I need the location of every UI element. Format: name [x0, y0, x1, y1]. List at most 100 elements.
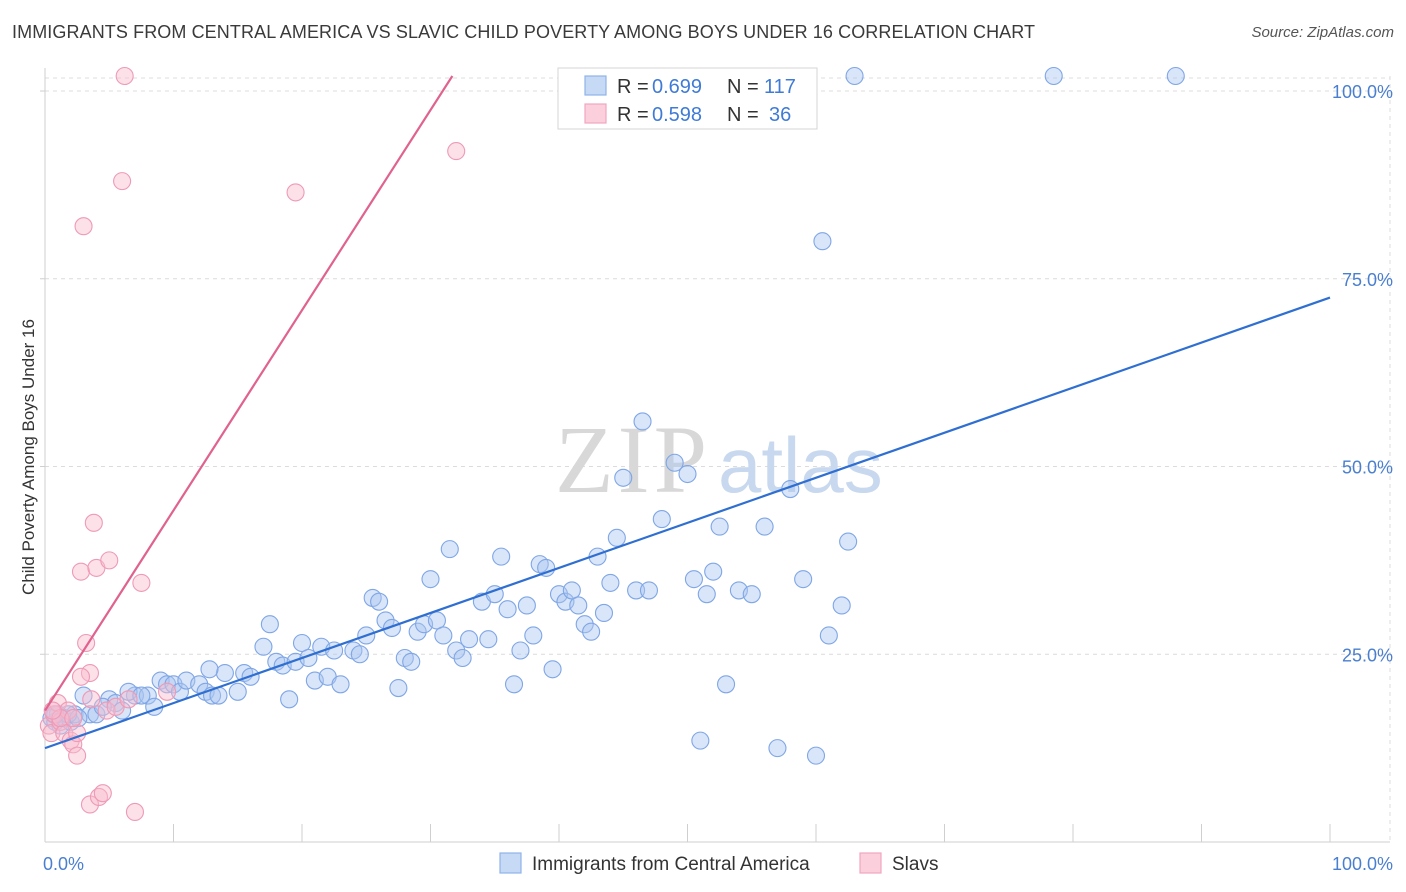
central-america-point: [408, 622, 427, 641]
legend-r-label-2: R =: [617, 104, 654, 126]
central-america-point: [839, 532, 858, 551]
bottom-legend-label-blue: Immigrants from Central America: [532, 854, 810, 875]
legend-swatch-blue: [584, 75, 607, 96]
legend-r-label-1: R =: [617, 76, 654, 98]
slavs-point: [43, 701, 62, 720]
slavs-point: [51, 709, 70, 728]
central-america-point: [200, 660, 219, 679]
slavs-point: [71, 562, 91, 581]
central-america-point: [614, 468, 633, 487]
central-america-point: [215, 663, 234, 683]
data-points: [39, 66, 1185, 822]
central-america-point: [459, 630, 479, 649]
legend-r-value-2: 0.598: [652, 104, 702, 126]
central-america-point: [280, 690, 299, 709]
central-america-point: [543, 660, 562, 679]
central-america-point: [607, 528, 626, 547]
central-america-trendline: [44, 296, 1331, 750]
central-america-point: [845, 66, 864, 86]
slavs-point: [84, 513, 103, 532]
bottom-legend: Immigrants from Central America Slavs: [499, 852, 938, 875]
central-america-point: [260, 615, 279, 634]
central-america-point: [832, 596, 851, 615]
central-america-point: [511, 641, 530, 660]
slavs-point: [286, 183, 305, 202]
central-america-point: [639, 581, 659, 600]
central-america-point: [492, 547, 511, 566]
y-tick-label: 100.0%: [1332, 82, 1393, 102]
slavs-point: [158, 682, 177, 701]
central-america-point: [562, 581, 581, 600]
central-america-point: [447, 641, 466, 660]
central-america-point: [504, 675, 524, 694]
central-america-point: [453, 648, 472, 668]
y-tick-label: 50.0%: [1342, 458, 1393, 478]
y-tick-label: 25.0%: [1342, 645, 1393, 665]
central-america-point: [537, 558, 556, 577]
central-america-point: [479, 630, 498, 649]
central-america-point: [434, 626, 453, 645]
legend-n-value-2: 36: [769, 104, 791, 126]
central-america-point: [691, 731, 710, 750]
central-america-point: [440, 540, 459, 559]
central-america-point: [755, 517, 774, 536]
slavs-point: [132, 573, 151, 592]
slavs-point: [447, 142, 466, 161]
central-america-point: [402, 652, 421, 671]
central-america-point: [665, 453, 684, 472]
central-america-point: [350, 645, 369, 664]
central-america-point: [190, 675, 209, 694]
central-america-point: [678, 464, 697, 484]
central-america-point: [806, 746, 826, 765]
central-america-point: [370, 592, 389, 611]
central-america-point: [524, 626, 543, 645]
central-america-point: [633, 412, 652, 431]
slavs-point: [82, 690, 101, 709]
legend-n-label-1: N =: [727, 76, 764, 98]
bottom-legend-swatch-pink: [859, 852, 882, 874]
central-america-point: [794, 570, 813, 589]
watermark-atlas: atlas: [718, 421, 883, 509]
central-america-point: [627, 581, 646, 600]
central-america-point: [813, 232, 832, 251]
legend-swatch-pink: [584, 103, 607, 124]
watermark: ZIP atlas: [555, 406, 883, 513]
legend-r-value-1: 0.699: [652, 76, 702, 98]
legend-n-value-1: 117: [764, 76, 796, 98]
bottom-legend-label-pink: Slavs: [892, 854, 938, 875]
slavs-point: [125, 802, 144, 822]
central-america-point: [594, 603, 614, 623]
central-america-point: [498, 600, 517, 619]
slavs-trendline: [44, 75, 454, 712]
chart-title: IMMIGRANTS FROM CENTRAL AMERICA VS SLAVI…: [12, 22, 1036, 42]
slavs-point: [74, 217, 93, 236]
central-america-point: [569, 596, 588, 615]
central-america-point: [582, 622, 601, 641]
central-america-point: [228, 682, 247, 701]
central-america-point: [575, 615, 594, 634]
x-tick-label: 0.0%: [43, 854, 84, 874]
central-america-point: [697, 585, 716, 604]
slavs-point: [68, 746, 87, 765]
x-tick-label: 100.0%: [1332, 854, 1393, 874]
slavs-point: [119, 690, 138, 709]
trend-lines: [44, 75, 1331, 750]
central-america-point: [382, 618, 402, 638]
central-america-point: [1044, 66, 1063, 86]
watermark-zip: ZIP: [555, 406, 711, 513]
central-america-point: [427, 611, 446, 630]
central-america-point: [652, 510, 671, 529]
central-america-point: [704, 562, 723, 581]
central-america-point: [742, 585, 761, 604]
chart-source: Source: ZipAtlas.com: [1251, 24, 1394, 41]
central-america-point: [601, 573, 620, 592]
central-america-point: [768, 739, 787, 758]
y-axis-label: Child Poverty Among Boys Under 16: [19, 319, 38, 595]
slavs-point: [115, 66, 134, 86]
central-america-point: [331, 675, 350, 694]
central-america-point: [254, 637, 273, 656]
legend-n-label-2: N =: [727, 104, 764, 126]
central-america-point: [710, 517, 729, 536]
central-america-point: [389, 678, 408, 698]
